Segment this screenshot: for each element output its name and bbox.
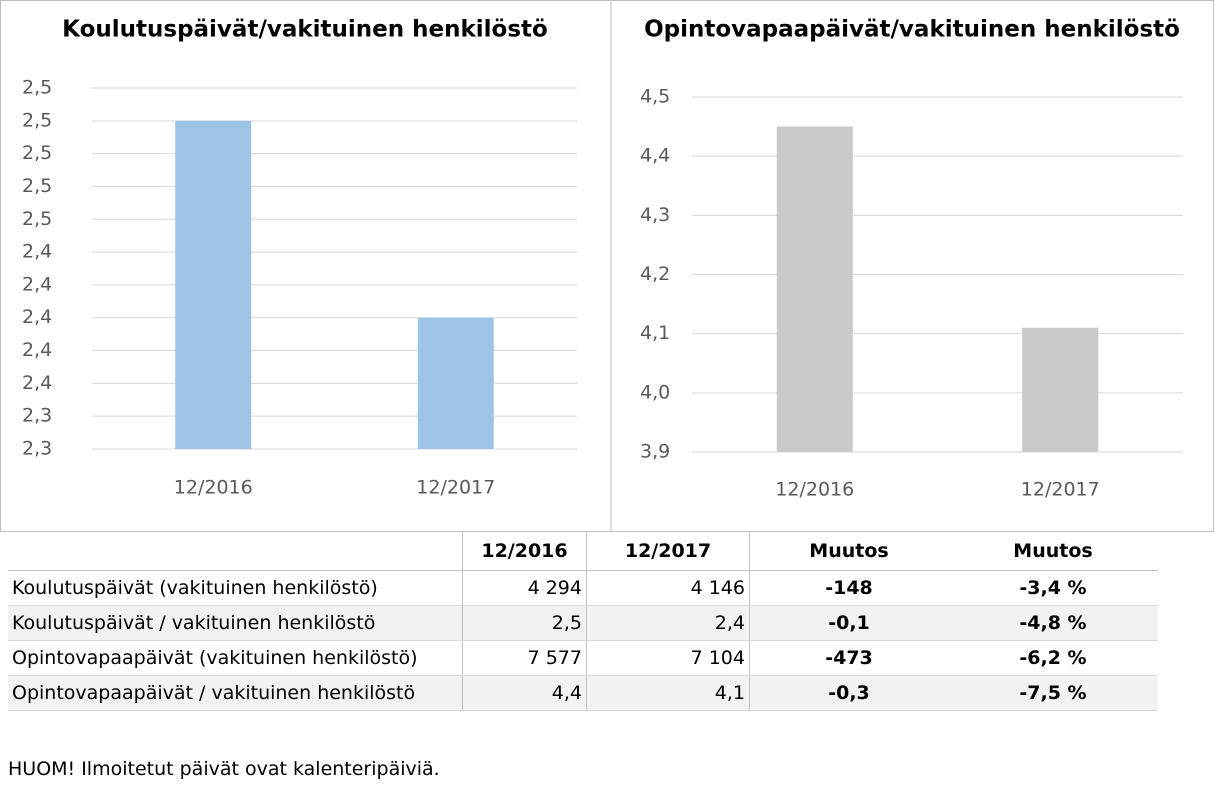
table-cell: -473 xyxy=(749,640,948,676)
table-cell: -148 xyxy=(749,570,948,606)
y-tick-label: 4,5 xyxy=(640,86,670,108)
table-cell: Koulutuspäivät / vakituinen henkilöstö xyxy=(8,605,463,641)
header-row: 12/2016 12/2017 Muutos Muutos xyxy=(8,532,1158,571)
y-tick-label: 2,5 xyxy=(22,142,52,164)
header-cell: Muutos xyxy=(749,532,948,571)
bar xyxy=(175,120,252,450)
table-cell: Koulutuspäivät (vakituinen henkilöstö) xyxy=(8,570,463,606)
y-tick-label: 4,1 xyxy=(640,322,670,344)
chart-title: Opintovapaapäivät/vakituinen henkilöstö xyxy=(644,17,1180,43)
header-cell xyxy=(8,532,463,571)
table-body: Koulutuspäivät (vakituinen henkilöstö) 4 … xyxy=(8,570,1158,711)
table-cell: 7 104 xyxy=(586,640,750,676)
table-cell: 4 146 xyxy=(586,570,750,606)
table-cell: -7,5 % xyxy=(948,675,1158,711)
table-cell: 4 294 xyxy=(462,570,587,606)
table-cell: 4,4 xyxy=(462,675,587,711)
y-tick-label: 2,4 xyxy=(22,339,52,361)
table-cell: -0,1 xyxy=(749,605,948,641)
bar xyxy=(776,126,853,452)
table-cell: Opintovapaapäivät / vakituinen henkilöst… xyxy=(8,675,463,711)
data-table: 12/2016 12/2017 Muutos Muutos Koulutuspäivä… xyxy=(8,532,1158,711)
y-tick-label: 2,5 xyxy=(22,208,52,230)
header-cell: 12/2017 xyxy=(586,532,750,571)
x-tick-label: 12/2016 xyxy=(174,477,253,499)
table-row: Opintovapaapäivät / vakituinen henkilöst… xyxy=(8,675,1158,711)
table-row: Koulutuspäivät / vakituinen henkilöstö 2,… xyxy=(8,605,1158,641)
header-cell: Muutos xyxy=(948,532,1158,571)
table-cell: 7 577 xyxy=(462,640,587,676)
y-tick-label: 2,4 xyxy=(22,241,52,263)
table-cell: 4,1 xyxy=(586,675,750,711)
bar xyxy=(1022,327,1099,452)
table-cell: -6,2 % xyxy=(948,640,1158,676)
y-tick-label: 2,5 xyxy=(22,77,52,99)
chart-title: Koulutuspäivät/vakituinen henkilöstö xyxy=(62,17,548,43)
y-tick-label: 3,9 xyxy=(640,441,670,463)
table-row: Koulutuspäivät (vakituinen henkilöstö) 4 … xyxy=(8,570,1158,606)
y-tick-label: 4,3 xyxy=(640,204,670,226)
note: HUOM! Ilmoitetut päivät ovat kalenteripä… xyxy=(8,758,440,780)
y-tick-label: 4,0 xyxy=(640,381,670,403)
table-cell: Opintovapaapäivät (vakituinen henkilöstö… xyxy=(8,640,463,676)
table-cell: 2,4 xyxy=(586,605,750,641)
charts: Koulutuspäivät/vakituinen henkilöstö 2,3 2… xyxy=(0,0,1214,532)
y-tick-label: 2,3 xyxy=(22,438,52,460)
y-tick-label: 4,4 xyxy=(640,145,670,167)
bar xyxy=(417,317,494,449)
table-cell: 2,5 xyxy=(462,605,587,641)
header-cell: 12/2016 xyxy=(462,532,587,571)
y-tick-label: 2,4 xyxy=(22,372,52,394)
table-cell: -0,3 xyxy=(749,675,948,711)
table-cell: -3,4 % xyxy=(948,570,1158,606)
table-row: Opintovapaapäivät (vakituinen henkilöstö… xyxy=(8,640,1158,676)
y-tick-label: 2,3 xyxy=(22,405,52,427)
x-tick-label: 12/2017 xyxy=(1021,479,1100,501)
table-cell: -4,8 % xyxy=(948,605,1158,641)
y-tick-label: 2,4 xyxy=(22,306,52,328)
x-tick-label: 12/2017 xyxy=(416,477,495,499)
y-tick-label: 2,4 xyxy=(22,273,52,295)
x-tick-label: 12/2016 xyxy=(775,479,854,501)
y-tick-label: 2,5 xyxy=(22,109,52,131)
y-tick-label: 4,2 xyxy=(640,263,670,285)
y-tick-label: 2,5 xyxy=(22,175,52,197)
